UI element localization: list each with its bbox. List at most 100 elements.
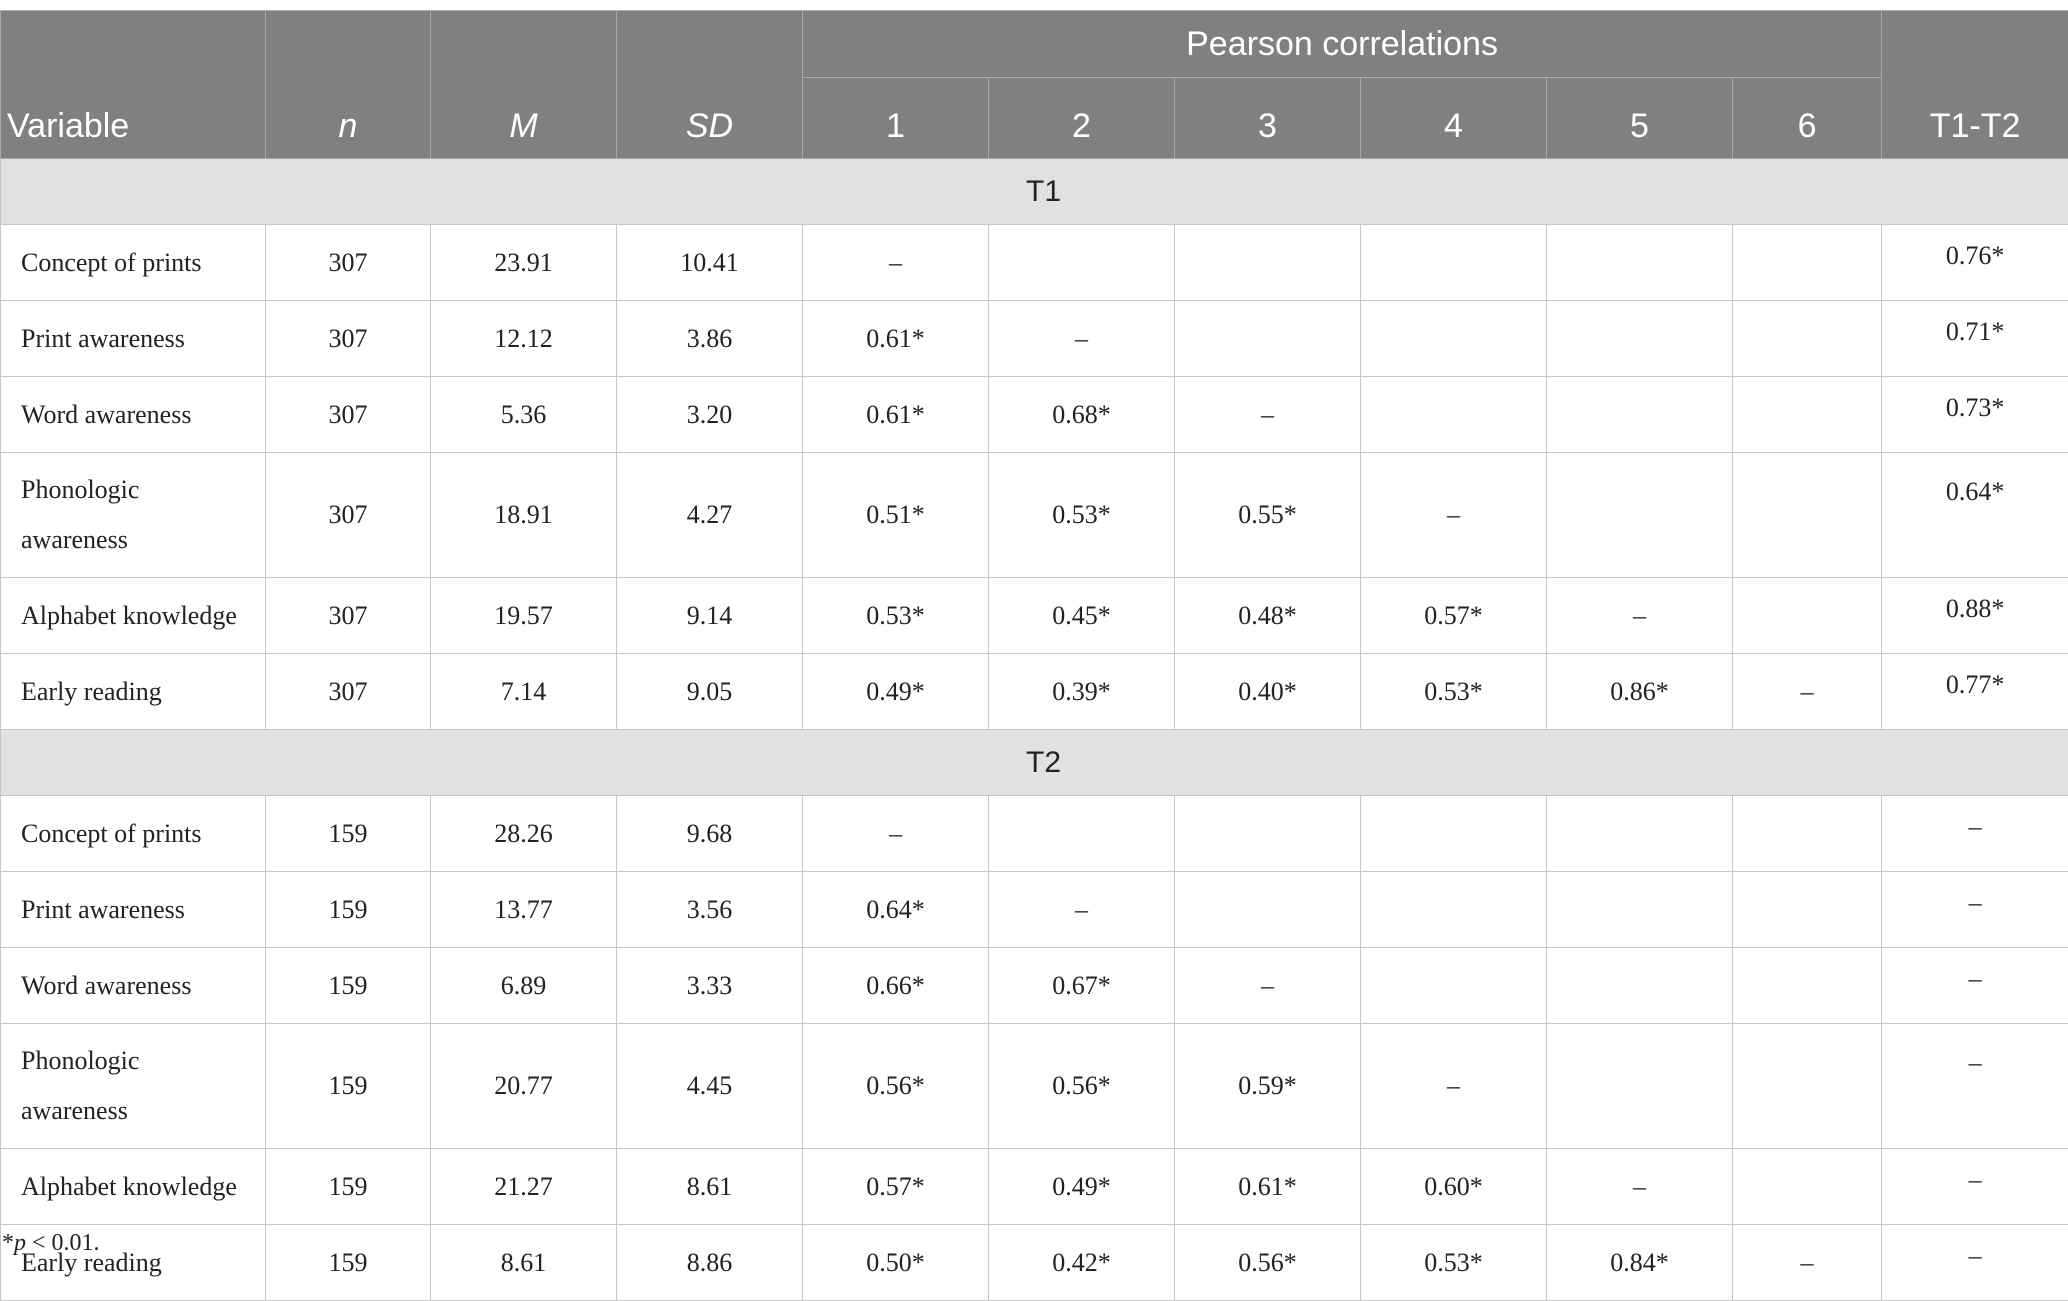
table-cell: [1361, 301, 1547, 377]
table-cell: [1547, 301, 1733, 377]
table-cell: 159: [266, 1225, 431, 1301]
table-cell: 0.61*: [803, 301, 989, 377]
table-cell: 0.53*: [1361, 654, 1547, 730]
footnote: *p < 0.01.: [2, 1230, 100, 1257]
table-cell: 0.66*: [803, 948, 989, 1024]
table-cell: –: [1882, 948, 2068, 1024]
table-cell: [1733, 377, 1882, 453]
table-cell: [1361, 225, 1547, 301]
header-cell: T1-T2: [1882, 11, 2068, 159]
header-cell: 1: [803, 78, 989, 159]
row-label: Print awareness: [1, 301, 266, 377]
table-cell: 0.57*: [1361, 578, 1547, 654]
table-cell: [1175, 225, 1361, 301]
row-label: Phonologic awareness: [1, 1024, 266, 1149]
table-cell: 159: [266, 872, 431, 948]
table-cell: –: [1882, 872, 2068, 948]
table-header: Variable n M SD Pearson correlations T1-…: [1, 11, 2068, 159]
table-cell: [1733, 1024, 1882, 1149]
table-cell: 0.64*: [1882, 453, 2068, 578]
table-cell: 8.86: [617, 1225, 803, 1301]
table-cell: 19.57: [431, 578, 617, 654]
table-cell: –: [1882, 796, 2068, 872]
table-cell: 0.56*: [803, 1024, 989, 1149]
table-cell: 0.59*: [1175, 1024, 1361, 1149]
table-cell: 3.56: [617, 872, 803, 948]
row-label: Concept of prints: [1, 796, 266, 872]
table-cell: [1547, 453, 1733, 578]
table-cell: [989, 225, 1175, 301]
table-cell: 4.27: [617, 453, 803, 578]
table-cell: 0.57*: [803, 1149, 989, 1225]
table-cell: [1361, 796, 1547, 872]
table-cell: 159: [266, 1149, 431, 1225]
table-cell: [1547, 225, 1733, 301]
table-cell: 0.49*: [989, 1149, 1175, 1225]
table-cell: 9.68: [617, 796, 803, 872]
section-label: T1: [1, 159, 2068, 225]
header-cell: 4: [1361, 78, 1547, 159]
table-cell: 9.14: [617, 578, 803, 654]
row-label: Alphabet knowledge: [1, 1149, 266, 1225]
table-cell: 0.71*: [1882, 301, 2068, 377]
table-cell: 0.39*: [989, 654, 1175, 730]
row-label: Word awareness: [1, 948, 266, 1024]
table-cell: 159: [266, 1024, 431, 1149]
footnote-text: < 0.01.: [26, 1230, 100, 1256]
table-cell: –: [989, 301, 1175, 377]
table-cell: –: [1733, 654, 1882, 730]
row-label: Early reading: [1, 654, 266, 730]
table-cell: 13.77: [431, 872, 617, 948]
table-cell: 0.53*: [1361, 1225, 1547, 1301]
table-cell: 0.77*: [1882, 654, 2068, 730]
table-cell: 0.53*: [803, 578, 989, 654]
header-cell: SD: [617, 11, 803, 159]
table-cell: 0.50*: [803, 1225, 989, 1301]
table-cell: [1733, 225, 1882, 301]
table-cell: [1175, 872, 1361, 948]
table-cell: –: [803, 796, 989, 872]
table-cell: 12.12: [431, 301, 617, 377]
header-cell: 5: [1547, 78, 1733, 159]
table-cell: 0.61*: [1175, 1149, 1361, 1225]
table-cell: [1733, 872, 1882, 948]
table-cell: 23.91: [431, 225, 617, 301]
row-label: Phonologic awareness: [1, 453, 266, 578]
table-cell: –: [803, 225, 989, 301]
header-cell: M: [431, 11, 617, 159]
table-cell: 0.60*: [1361, 1149, 1547, 1225]
table-cell: 28.26: [431, 796, 617, 872]
table-cell: 0.48*: [1175, 578, 1361, 654]
table-cell: 5.36: [431, 377, 617, 453]
table-cell: 0.51*: [803, 453, 989, 578]
table-cell: 0.53*: [989, 453, 1175, 578]
row-label: Alphabet knowledge: [1, 578, 266, 654]
table-cell: 0.67*: [989, 948, 1175, 1024]
table-cell: 0.49*: [803, 654, 989, 730]
table-cell: –: [1547, 1149, 1733, 1225]
table-cell: [1733, 453, 1882, 578]
header-cell: 3: [1175, 78, 1361, 159]
header-row: Variable n M SD Pearson correlations T1-…: [1, 11, 2068, 78]
table-cell: 6.89: [431, 948, 617, 1024]
table-cell: 0.55*: [1175, 453, 1361, 578]
table-cell: –: [989, 872, 1175, 948]
header-group: Pearson correlations: [803, 11, 1882, 78]
table-cell: [1175, 796, 1361, 872]
table-cell: 0.88*: [1882, 578, 2068, 654]
header-cell: 6: [1733, 78, 1882, 159]
header-cell: Variable: [1, 11, 266, 159]
table-cell: 0.84*: [1547, 1225, 1733, 1301]
table-cell: –: [1882, 1149, 2068, 1225]
table-cell: 307: [266, 578, 431, 654]
table-cell: [1547, 377, 1733, 453]
table-cell: [1547, 948, 1733, 1024]
table-cell: 3.20: [617, 377, 803, 453]
table-cell: 9.05: [617, 654, 803, 730]
